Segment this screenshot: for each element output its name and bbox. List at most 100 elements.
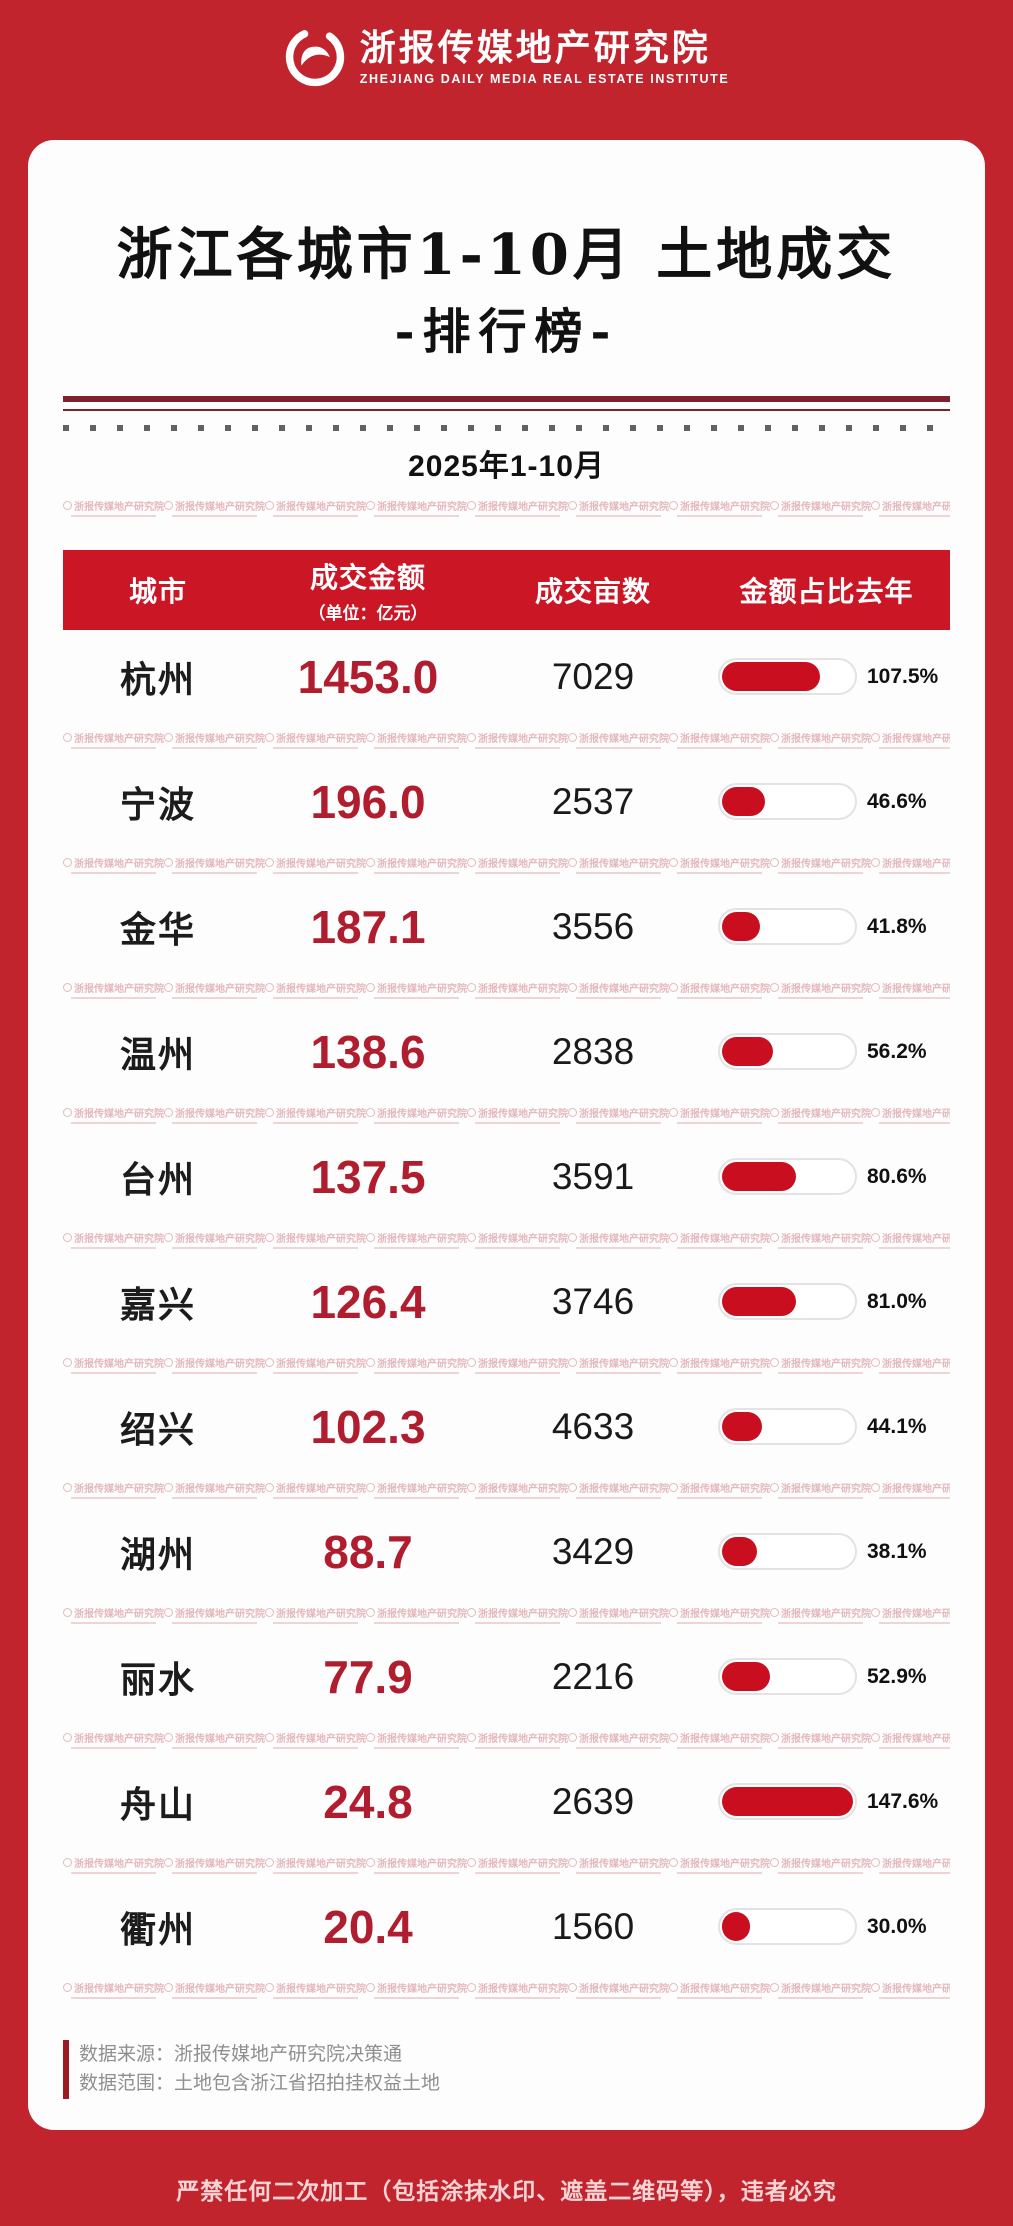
watermark-logo: 浙报传媒地产研究院 <box>265 980 366 999</box>
ratio-bar-fill <box>722 912 761 941</box>
table-body: 杭州 1453.0 7029 107.5% 浙报传媒地产研究院 浙报传媒地产研究院… <box>63 630 950 2005</box>
watermark-circle-icon <box>366 1607 375 1617</box>
watermark-circle-icon <box>669 1232 678 1242</box>
ratio-bar-fill <box>722 1662 771 1691</box>
watermark-circle-icon <box>265 1107 274 1117</box>
watermark-circle-icon <box>467 1482 476 1492</box>
brand-name: 浙报传媒地产研究院 <box>359 27 711 69</box>
area-value: 1560 <box>551 1905 635 1947</box>
watermark-circle-icon <box>265 1857 274 1867</box>
watermark-logo: 浙报传媒地产研究院 <box>467 730 568 749</box>
amount-value: 24.8 <box>323 1775 413 1828</box>
ratio-bar-fill <box>722 1912 750 1941</box>
watermark-circle-icon <box>770 732 779 742</box>
city-name: 温州 <box>119 1033 196 1075</box>
city-name: 舟山 <box>119 1783 196 1825</box>
watermark-circle-icon <box>568 1482 577 1492</box>
watermark-logo: 浙报传媒地产研究院 <box>164 1230 265 1249</box>
city-name: 衢州 <box>119 1908 196 1950</box>
watermark-circle-icon <box>265 1982 274 1992</box>
watermark-logo: 浙报传媒地产研究院 <box>770 1980 871 1999</box>
watermark-circle-icon <box>871 1607 880 1617</box>
ratio-bar-track <box>718 1533 857 1570</box>
area-value: 2216 <box>551 1655 635 1697</box>
dashed-divider <box>63 425 950 431</box>
amount-value: 137.5 <box>310 1150 426 1203</box>
watermark-logo: 浙报传媒地产研究院 <box>265 1230 366 1249</box>
watermark-circle-icon <box>669 1982 678 1992</box>
watermark-circle-icon <box>63 1732 72 1742</box>
watermark-circle-icon <box>366 982 375 992</box>
watermark-logo: 浙报传媒地产研究院 <box>467 1855 568 1874</box>
brand-header: 浙报传媒地产研究院 ZHEJIANG DAILY MEDIA REAL ESTA… <box>0 26 1013 88</box>
watermark-logo: 浙报传媒地产研究院 <box>568 498 669 517</box>
watermark-circle-icon <box>366 1232 375 1242</box>
watermark-logo: 浙报传媒地产研究院 <box>366 730 467 749</box>
watermark-circle-icon <box>164 1357 173 1367</box>
watermark-logo: 浙报传媒地产研究院 <box>669 855 770 874</box>
watermark-logo: 浙报传媒地产研究院 <box>568 1980 669 1999</box>
watermark-circle-icon <box>669 1732 678 1742</box>
watermark-logo: 浙报传媒地产研究院 <box>770 1480 871 1499</box>
table-row: 舟山 24.8 2639 147.6% <box>63 1755 950 1848</box>
ratio-bar-track <box>718 1033 857 1070</box>
table-row: 丽水 77.9 2216 52.9% <box>63 1630 950 1723</box>
city-name: 丽水 <box>119 1658 196 1700</box>
watermark-circle-icon <box>265 1482 274 1492</box>
watermark-logo: 浙报传媒地产研究院 <box>568 730 669 749</box>
watermark-logo: 浙报传媒地产研究院 <box>164 1730 265 1749</box>
watermark-circle-icon <box>63 1357 72 1367</box>
watermark-logo: 浙报传媒地产研究院 <box>669 1855 770 1874</box>
watermark-logo: 浙报传媒地产研究院 <box>63 1105 164 1124</box>
watermark-logo: 浙报传媒地产研究院 <box>63 1355 164 1374</box>
city-name: 台州 <box>119 1158 196 1200</box>
ratio-cell: 80.6% <box>703 1158 950 1195</box>
watermark-circle-icon <box>770 1232 779 1242</box>
watermark-logo: 浙报传媒地产研究院 <box>164 730 265 749</box>
watermark-logo: 浙报传媒地产研究院 <box>467 1605 568 1624</box>
watermark-logo: 浙报传媒地产研究院 <box>568 980 669 999</box>
watermark-circle-icon <box>770 1482 779 1492</box>
watermark-logo: 浙报传媒地产研究院 <box>265 855 366 874</box>
column-header-amount: 成交金额 （单位：亿元） <box>253 556 483 624</box>
watermark-circle-icon <box>164 1482 173 1492</box>
watermark-circle-icon <box>164 1857 173 1867</box>
ratio-percent: 56.2% <box>867 1039 927 1063</box>
watermark-logo: 浙报传媒地产研究院 <box>770 1855 871 1874</box>
watermark-row: 浙报传媒地产研究院 浙报传媒地产研究院 浙报传媒地产研究院 浙报传媒地产研究院 浙报传媒… <box>63 1223 950 1255</box>
watermark-circle-icon <box>63 1982 72 1992</box>
watermark-circle-icon <box>669 500 678 510</box>
ratio-cell: 52.9% <box>703 1658 950 1695</box>
amount-value: 77.9 <box>323 1650 413 1703</box>
disclaimer-text: 严禁任何二次加工（包括涂抹水印、遮盖二维码等），违者必究 <box>176 2178 837 2204</box>
ratio-percent: 107.5% <box>867 664 939 688</box>
watermark-logo: 浙报传媒地产研究院 <box>265 730 366 749</box>
ratio-bar-track <box>718 1283 857 1320</box>
watermark-circle-icon <box>669 857 678 867</box>
watermark-logo: 浙报传媒地产研究院 <box>164 1980 265 1999</box>
watermark-row: 浙报传媒地产研究院 浙报传媒地产研究院 浙报传媒地产研究院 浙报传媒地产研究院 浙报传媒… <box>63 1473 950 1505</box>
area-value: 3591 <box>551 1155 635 1197</box>
watermark-circle-icon <box>63 1232 72 1242</box>
watermark-circle-icon <box>568 982 577 992</box>
ratio-bar-fill <box>722 1787 853 1816</box>
watermark-circle-icon <box>366 1482 375 1492</box>
watermark-circle-icon <box>265 982 274 992</box>
column-header-city: 城市 <box>128 576 187 607</box>
column-header-ratio: 金额占比去年 <box>739 576 914 607</box>
watermark-circle-icon <box>568 1732 577 1742</box>
watermark-circle-icon <box>265 1607 274 1617</box>
area-value: 3746 <box>551 1280 635 1322</box>
watermark-circle-icon <box>164 1107 173 1117</box>
city-name: 绍兴 <box>119 1408 196 1450</box>
watermark-logo: 浙报传媒地产研究院 <box>669 730 770 749</box>
ratio-cell: 44.1% <box>703 1408 950 1445</box>
watermark-logo: 浙报传媒地产研究院 <box>871 1605 950 1624</box>
ratio-cell: 81.0% <box>703 1283 950 1320</box>
amount-value: 138.6 <box>310 1025 426 1078</box>
watermark-logo: 浙报传媒地产研究院 <box>467 498 568 517</box>
watermark-circle-icon <box>568 857 577 867</box>
watermark-circle-icon <box>568 1232 577 1242</box>
watermark-circle-icon <box>366 1107 375 1117</box>
table-row: 衢州 20.4 1560 30.0% <box>63 1880 950 1973</box>
